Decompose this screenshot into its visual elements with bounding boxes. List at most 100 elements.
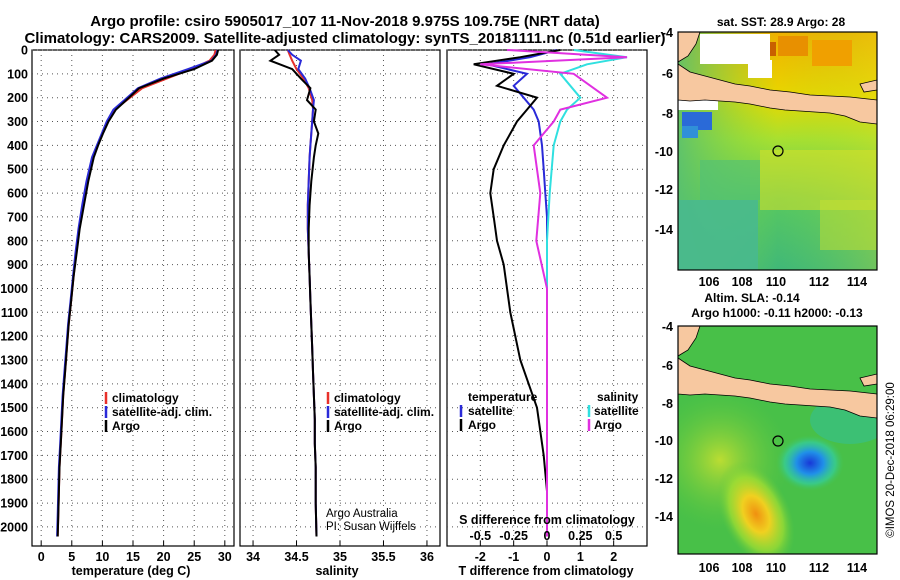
land-bali: [859, 373, 877, 387]
legend-label-climatology: climatology: [334, 391, 401, 405]
xtick-label: 10: [95, 550, 109, 564]
sla-map-frame: [677, 325, 878, 555]
land-java: [678, 357, 877, 419]
imos-credit: ©IMOS 20-Dec-2018 06:29:00: [885, 382, 897, 538]
salinity-legend: climatology satellite-adj. clim. Argo: [326, 391, 434, 433]
ytick-label: 1100: [1, 306, 28, 320]
xtick-label: 20: [157, 550, 171, 564]
sst-xtick: 110: [766, 275, 786, 289]
ytick-label: 2000: [0, 520, 28, 534]
temperature-xlabel: temperature (deg C): [72, 564, 191, 578]
sst-ytick: -14: [655, 223, 673, 237]
sla-map-yticks: -4 -6 -8 -10 -12 -14: [655, 320, 673, 524]
legend-header-salinity: salinity: [597, 390, 639, 404]
legend-label-argo: Argo: [334, 419, 362, 433]
legend-label-satellite: satellite-adj. clim.: [112, 405, 212, 419]
sla-xtick: 112: [809, 561, 829, 575]
xtick-label: 0: [544, 550, 551, 564]
sla-map-title-1: Altim. SLA: -0.14: [704, 291, 800, 305]
sst-cloud-gap: [748, 60, 772, 78]
sst-ytick: -6: [662, 67, 673, 81]
xtick-label: 5: [68, 550, 75, 564]
sst-patch: [778, 36, 808, 56]
sst-ytick: -4: [662, 26, 673, 40]
difference-xlabel: T difference from climatology: [458, 564, 633, 578]
sla-ytick: -4: [662, 320, 673, 334]
ytick-label: 1600: [0, 425, 28, 439]
sla-low-anomaly: [776, 435, 844, 491]
sla-ytick: -14: [655, 510, 673, 524]
salinity-panel: [239, 49, 441, 547]
credit-pi: PI: Susan Wijffels: [326, 521, 416, 533]
s-xtick-label: -0.25: [499, 529, 528, 543]
series-argo: [268, 49, 320, 537]
s-xtick-label: 0.5: [605, 529, 622, 543]
sst-map-xticks: 106 108 110 112 114: [699, 275, 868, 289]
sst-map-frame: [677, 31, 878, 271]
series-s-argo: [480, 49, 628, 537]
xtick-label: 34: [246, 550, 260, 564]
sla-ytick: -6: [662, 359, 673, 373]
xtick-label: 15: [126, 550, 140, 564]
sst-patch: [812, 40, 852, 66]
xtick-label: 1: [577, 550, 584, 564]
title-line-1: Argo profile: csiro 5905017_107 11-Nov-2…: [90, 13, 599, 30]
legend-label-s-argo: Argo: [594, 418, 622, 432]
ytick-label: 1800: [0, 473, 28, 487]
legend-label-t-satellite: satellite: [468, 404, 513, 418]
sla-xtick: 110: [766, 561, 786, 575]
legend-label-climatology: climatology: [112, 391, 179, 405]
ytick-label: 1700: [0, 449, 28, 463]
sla-ytick: -8: [662, 397, 673, 411]
difference-legend: temperature salinity satellite Argo sate…: [459, 390, 639, 432]
sst-cold-patch: [682, 126, 698, 138]
xtick-label: 35: [333, 550, 347, 564]
argo-location-marker: [772, 435, 784, 447]
series-climatology: [56, 49, 217, 537]
sst-ytick: -12: [655, 183, 673, 197]
sst-ytick: -8: [662, 107, 673, 121]
sst-xtick: 106: [699, 275, 720, 289]
sst-xtick: 108: [732, 275, 753, 289]
sla-xtick: 106: [699, 561, 720, 575]
s-xtick-label: 0.25: [568, 529, 592, 543]
legend-header-temperature: temperature: [468, 390, 538, 404]
ytick-label: 900: [7, 258, 28, 272]
s-xtick-label: 0: [544, 529, 551, 543]
xtick-label: 34.5: [284, 550, 308, 564]
sla-ytick: -12: [655, 472, 673, 486]
ytick-label: 1400: [0, 377, 28, 391]
series-s-satellite: [546, 49, 628, 537]
xtick-label: -2: [475, 550, 486, 564]
ytick-label: 1000: [0, 282, 28, 296]
sst-cold-patch: [682, 112, 712, 130]
grid-layer: [32, 49, 647, 546]
sst-teal-region: [678, 200, 758, 270]
series-satellite-adj-clim-: [56, 49, 219, 537]
legend-label-s-satellite: satellite: [594, 404, 639, 418]
sst-yellow-band: [820, 200, 877, 250]
sst-cloud-gap: [700, 34, 770, 64]
sst-xtick: 114: [847, 275, 867, 289]
xtick-label: 30: [218, 550, 232, 564]
temperature-panel: [31, 49, 235, 547]
sst-map-title: sat. SST: 28.9 Argo: 28: [717, 15, 846, 29]
xtick-label: 25: [187, 550, 201, 564]
ytick-label: 200: [7, 91, 28, 105]
s-difference-label: S difference from climatology: [459, 513, 635, 527]
ytick-label: 0: [21, 44, 28, 58]
sst-map: [678, 32, 877, 270]
ytick-label: 1900: [0, 497, 28, 511]
sla-xtick: 114: [847, 561, 867, 575]
ytick-label: 500: [7, 163, 28, 177]
xtick-label: 36: [420, 550, 434, 564]
xtick-label: -1: [508, 550, 519, 564]
ytick-label: 1300: [0, 354, 28, 368]
xtick-label: 2: [610, 550, 617, 564]
sst-ytick: -10: [655, 145, 673, 159]
argo-location-marker: [772, 145, 784, 157]
ytick-label: 400: [7, 139, 28, 153]
legend-label-satellite: satellite-adj. clim.: [334, 405, 434, 419]
series-argo: [56, 49, 220, 537]
